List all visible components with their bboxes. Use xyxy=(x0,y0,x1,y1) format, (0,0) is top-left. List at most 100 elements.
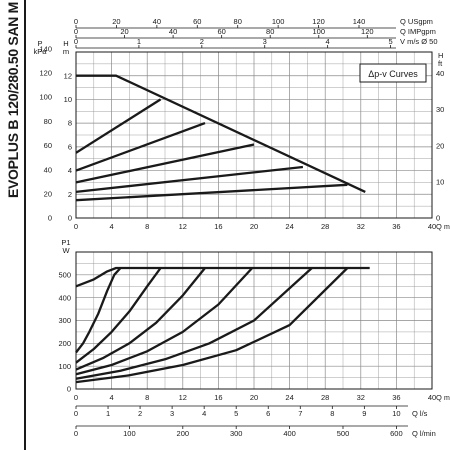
legend-label: Δp-v Curves xyxy=(368,69,418,79)
axis-label-velocity: V m/s Ø 50 xyxy=(400,37,438,46)
axis-tick-label-lmin: 200 xyxy=(177,429,190,438)
y-tick-label-m: 6 xyxy=(68,142,72,151)
y-tick-label: 300 xyxy=(58,316,71,325)
plot-frame xyxy=(75,51,433,219)
power-curve xyxy=(75,267,349,384)
y-tick-label-kpa: 60 xyxy=(44,141,52,150)
y-tick-label: 500 xyxy=(58,270,71,279)
x-tick-label: 16 xyxy=(214,222,222,231)
y-tick-label: 400 xyxy=(58,293,71,302)
sidebar-divider xyxy=(24,0,26,450)
y-axis-label-kpa-unit: kPa xyxy=(34,47,48,56)
axis-tick-label-usgpm: 140 xyxy=(353,17,366,26)
y-tick-label-ft: 40 xyxy=(436,69,444,78)
axis-tick-label-usgpm: 120 xyxy=(312,17,325,26)
y-tick-label-kpa: 40 xyxy=(44,165,52,174)
head-curve xyxy=(75,143,255,184)
head-curve xyxy=(76,74,366,193)
power-chart: 0 100 200 300 400 500 0 4 8 12 16 20 24 28 32 36 40 P1W Q m… xyxy=(58,238,450,402)
y-tick-label: 200 xyxy=(58,339,71,348)
x-axis-label-unit: m³/h xyxy=(444,224,450,231)
axis-tick-label-ls: 3 xyxy=(170,409,174,418)
y-tick-label-ft: 0 xyxy=(436,214,440,223)
x-tick-label: 40 xyxy=(428,393,436,402)
x-tick-label: 12 xyxy=(179,393,187,402)
x-tick-label: 20 xyxy=(250,393,258,402)
y-tick-label-m: 2 xyxy=(68,190,72,199)
y-tick-label-kpa: 80 xyxy=(44,117,52,126)
x-tick-label: 28 xyxy=(321,222,329,231)
power-curve xyxy=(75,267,254,376)
axis-tick-label-lmin: 0 xyxy=(74,429,78,438)
axis-label-impgpm: Q IMPgpm xyxy=(400,27,436,36)
head-curve xyxy=(75,122,206,172)
axis-tick-label-lmin: 400 xyxy=(283,429,296,438)
x-tick-label: 20 xyxy=(250,222,258,231)
y-axis-label-kpa-symbol: P xyxy=(37,39,42,48)
axis-tick-label-velocity: 1 xyxy=(137,37,141,46)
y-tick-label-m: 4 xyxy=(68,166,72,175)
x-tick-label: 12 xyxy=(179,222,187,231)
axis-tick-label-usgpm: 0 xyxy=(74,17,78,26)
y-axis-label-ft-unit: ft xyxy=(438,59,443,68)
axis-tick-label-usgpm: 100 xyxy=(272,17,285,26)
y-tick-label-m: 0 xyxy=(68,214,72,223)
axis-tick-label-velocity: 5 xyxy=(388,37,392,46)
axis-tick-label-ls: 10 xyxy=(392,409,400,418)
axis-tick-label-velocity: 4 xyxy=(326,37,330,46)
axis-tick-label-velocity: 2 xyxy=(200,37,204,46)
model-sidebar: EVOPLUS B 120/280.50 SAN M xyxy=(0,0,26,450)
y-axis-label-symbol: P1 xyxy=(61,238,70,247)
y-tick-label-m: 12 xyxy=(64,71,72,80)
x-tick-label: 40 xyxy=(428,222,436,231)
axis-tick-label-impgpm: 60 xyxy=(217,27,225,36)
x-tick-label: 32 xyxy=(357,222,365,231)
axis-label-usgpm: Q USgpm xyxy=(400,17,433,26)
axis-tick-label-lmin: 100 xyxy=(123,429,136,438)
y-tick-label-kpa: 20 xyxy=(44,189,52,198)
axis-tick-label-ls: 4 xyxy=(202,409,206,418)
axis-tick-label-ls: 2 xyxy=(138,409,142,418)
x-tick-label: 16 xyxy=(214,393,222,402)
axis-tick-label-lmin: 300 xyxy=(230,429,243,438)
x-tick-label: 0 xyxy=(74,393,78,402)
y-tick-label: 0 xyxy=(67,385,71,394)
y-axis-label-m-symbol: H xyxy=(63,39,68,48)
axis-tick-label-usgpm: 20 xyxy=(112,17,120,26)
x-tick-label: 4 xyxy=(110,393,114,402)
axis-tick-label-impgpm: 0 xyxy=(74,27,78,36)
y-tick-label-m: 8 xyxy=(68,119,72,128)
power-curve xyxy=(75,267,206,371)
axis-tick-label-impgpm: 20 xyxy=(120,27,128,36)
head-curve xyxy=(75,183,348,202)
axis-tick-label-ls: 9 xyxy=(362,409,366,418)
y-tick-label-kpa: 0 xyxy=(48,214,52,223)
y-tick-label-kpa: 100 xyxy=(39,93,52,102)
axis-tick-label-usgpm: 80 xyxy=(234,17,242,26)
axis-tick-label-usgpm: 40 xyxy=(153,17,161,26)
axis-tick-label-ls: 1 xyxy=(106,409,110,418)
axis-tick-label-impgpm: 100 xyxy=(313,27,326,36)
axis-tick-label-velocity: 3 xyxy=(263,37,267,46)
y-tick-label-m: 10 xyxy=(64,95,72,104)
x-tick-label: 28 xyxy=(321,393,329,402)
y-axis-label-m-unit: m xyxy=(63,47,69,56)
y-axis-label-ft-symbol: H xyxy=(438,51,443,60)
x-tick-label: 0 xyxy=(74,222,78,231)
y-tick-label-ft: 10 xyxy=(436,177,444,186)
legend-box xyxy=(359,63,427,83)
power-curve xyxy=(75,267,162,364)
axis-tick-label-velocity: 0 xyxy=(74,37,78,46)
y-tick-label-kpa: 140 xyxy=(39,44,52,53)
axis-tick-label-usgpm: 60 xyxy=(193,17,201,26)
x-axis-label-symbol: Q xyxy=(436,393,442,402)
x-tick-label: 36 xyxy=(392,393,400,402)
y-axis-label-unit: W xyxy=(62,246,70,255)
y-tick-label-kpa: 120 xyxy=(39,69,52,78)
x-tick-label: 24 xyxy=(285,393,293,402)
y-tick-label: 100 xyxy=(58,362,71,371)
x-axis-label-unit: m³/h xyxy=(444,395,450,402)
